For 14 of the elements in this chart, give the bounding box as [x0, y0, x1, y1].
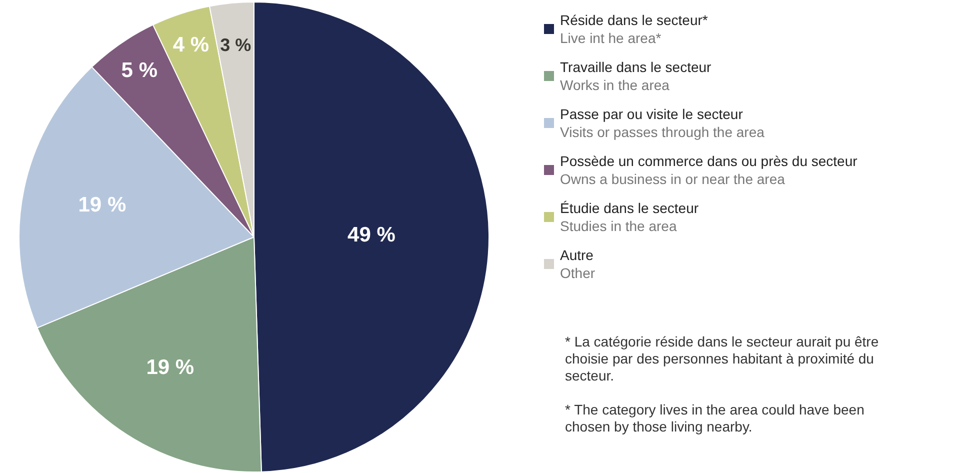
text: * The category lives in the area could have been chosen by those living nearby.: [565, 402, 868, 434]
data-label: 49 %: [348, 224, 396, 247]
legend-label: Autre Other: [560, 247, 596, 281]
legend-label: Possède un commerce dans ou près du secteur Owns a business in or near the area: [560, 153, 858, 187]
legend-label: Travaille dans le secteur Works in the area: [560, 59, 712, 93]
data-label: 3 %: [220, 35, 252, 56]
data-label: 19 %: [78, 194, 126, 217]
legend-label: Étudie dans le secteur Studies in the area: [560, 200, 699, 234]
data-label: 5 %: [121, 59, 158, 82]
text: * La catégorie réside dans le secteur aurait pu être choisie par des personnes habitant à proximité du secteur.: [565, 334, 883, 384]
legend-label: Passe par ou visite le secteur Visits or passes through the area: [560, 106, 765, 140]
data-label: 19 %: [146, 356, 194, 379]
legend-label: Réside dans le secteur* Live int he area*: [560, 12, 708, 46]
data-label: 4 %: [172, 33, 210, 56]
